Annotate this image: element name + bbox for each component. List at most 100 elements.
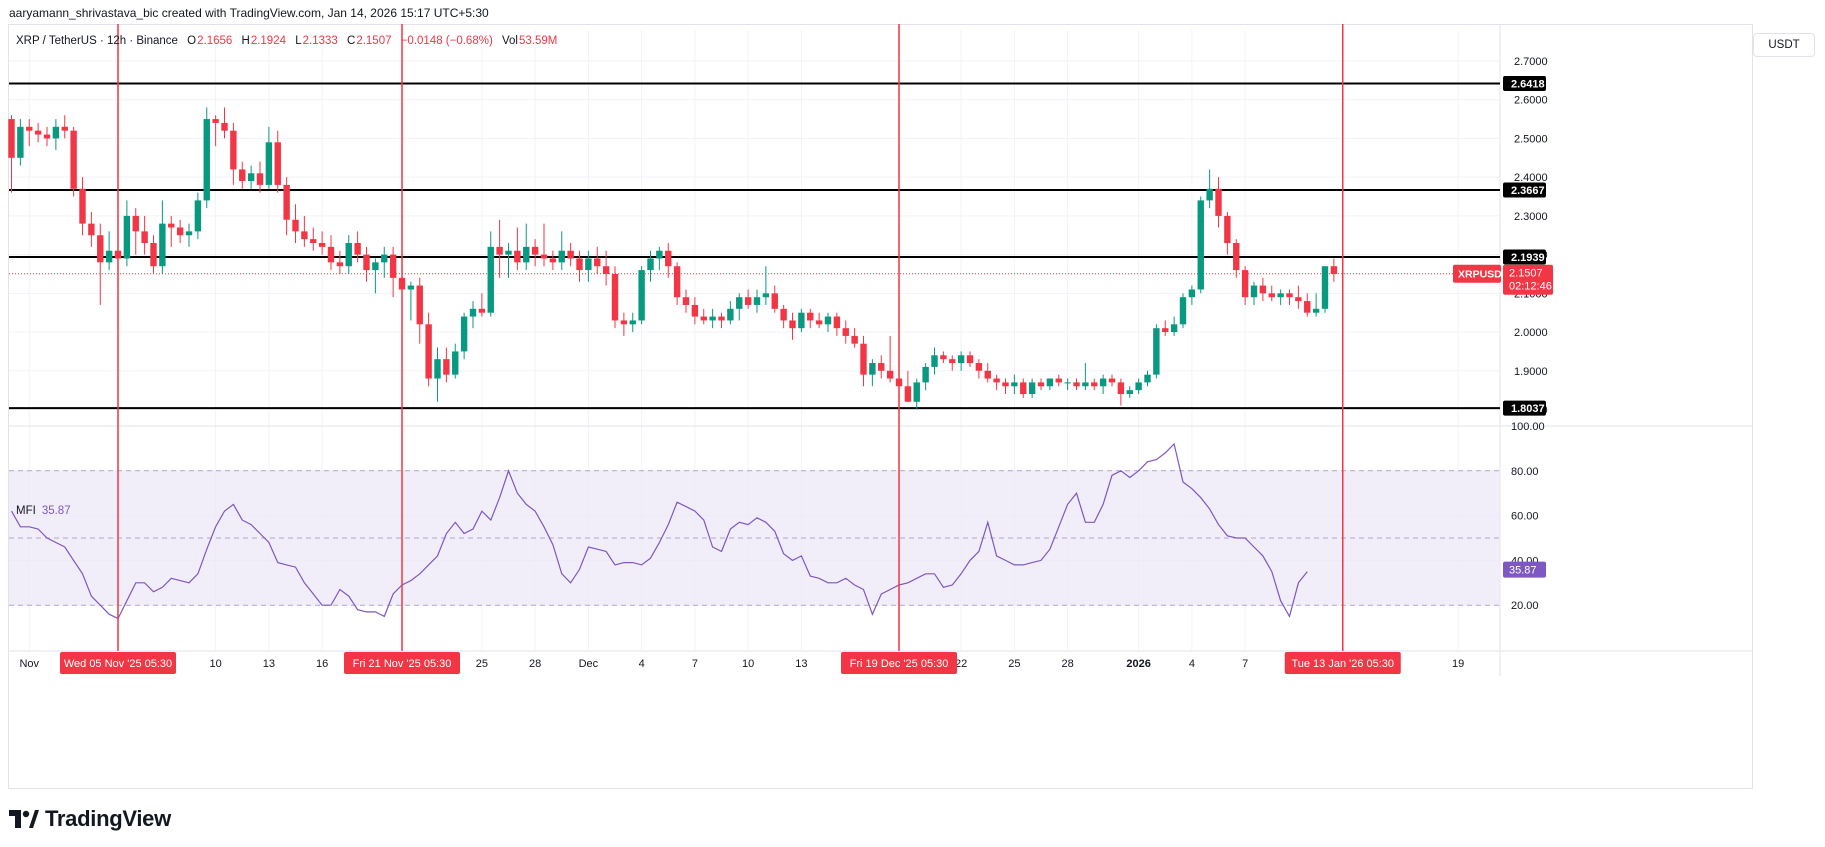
candle-body — [815, 320, 823, 325]
candle-body — [736, 297, 743, 309]
mfi-tick-label: 20.00 — [1511, 600, 1539, 612]
candle-body — [17, 126, 24, 158]
candle-body — [1188, 289, 1196, 298]
candle-body — [993, 378, 1000, 383]
candle-body — [1135, 382, 1142, 391]
time-tick-label: 16 — [316, 658, 328, 670]
mfi-current-bg — [1503, 561, 1546, 578]
low-label: L — [295, 35, 302, 47]
price-tick-label: 1.9000 — [1514, 366, 1548, 378]
mfi-tick-label: 60.00 — [1511, 511, 1539, 523]
candle-body — [256, 173, 264, 185]
tradingview-logo[interactable]: TradingView — [9, 806, 171, 832]
time-tick-label: 13 — [795, 658, 807, 670]
candle-body — [807, 312, 814, 321]
candle-body — [647, 258, 654, 271]
time-tick-label: 4 — [1189, 658, 1195, 670]
candle-body — [132, 215, 139, 232]
candle-body — [656, 250, 663, 259]
candle-body — [709, 316, 716, 321]
candle-body — [665, 250, 672, 267]
candle-body — [443, 359, 450, 375]
candle-body — [514, 250, 521, 263]
volume-value: 53.59M — [518, 35, 558, 47]
time-tick-label: 28 — [529, 658, 541, 670]
candle-body — [221, 122, 228, 131]
mfi-tick-label: 80.00 — [1511, 466, 1539, 478]
symbol-tag: XRPUSDT — [1458, 269, 1509, 281]
candle-body — [718, 316, 725, 321]
candle-body — [531, 246, 539, 255]
candle-body — [1233, 242, 1240, 271]
candle-body — [1215, 188, 1222, 216]
time-tick-label: Dec — [579, 658, 599, 670]
candle-body — [1020, 382, 1027, 395]
marker-date-bg — [1284, 652, 1401, 674]
mfi-plot — [10, 442, 1308, 620]
price-tick-label: 2.4000 — [1514, 172, 1548, 184]
level-label-bg — [1503, 400, 1546, 416]
time-tick-label: 22 — [955, 658, 967, 670]
candle-body — [744, 297, 752, 305]
close-label: C — [347, 35, 356, 47]
candle-body — [567, 250, 574, 259]
candle-body — [576, 258, 583, 271]
time-tick-label: 10 — [742, 658, 754, 670]
candle-body — [1268, 293, 1275, 298]
high-label: H — [241, 35, 250, 47]
candle-body — [602, 266, 610, 274]
current-price-label: 2.1507 — [1509, 268, 1543, 280]
candle-body — [1259, 285, 1267, 294]
candle-body — [682, 297, 690, 305]
candle-body — [372, 262, 379, 271]
candle-body — [389, 254, 397, 278]
marker-date-bg — [60, 652, 176, 674]
candle-body — [851, 335, 858, 344]
candle-body — [310, 239, 317, 243]
candle-body — [753, 297, 761, 305]
open-label: O — [187, 35, 197, 47]
mfi-current-label: 35.87 — [1509, 565, 1537, 577]
candle-body — [1330, 266, 1338, 274]
candle-body — [540, 254, 548, 259]
candle-body — [1197, 200, 1204, 290]
vertical-markers — [117, 24, 1344, 651]
countdown-label: 02:12:46 — [1509, 281, 1552, 293]
price-tick-label: 2.5000 — [1514, 133, 1548, 145]
currency-button[interactable]: USDT — [1753, 33, 1815, 57]
time-tick-label: 19 — [1452, 658, 1464, 670]
mfi-legend: MFI 35.87 — [16, 505, 71, 517]
high-value: 2.1924 — [250, 35, 286, 47]
candle-body — [1241, 270, 1249, 298]
current-price-bg — [1503, 264, 1553, 295]
candle-body — [247, 173, 255, 182]
candle-body — [283, 184, 290, 220]
candle-body — [150, 242, 157, 267]
time-tick-label: 2026 — [1126, 658, 1150, 670]
level-label-bg — [1503, 182, 1546, 198]
marker-date-label: Fri 19 Dec '25 05:30 — [850, 658, 949, 670]
candle-body — [1099, 378, 1107, 387]
candle-body — [452, 351, 459, 375]
price-tick-label: 2.6000 — [1514, 95, 1548, 107]
candle-body — [922, 366, 929, 383]
candle-body — [1055, 378, 1062, 383]
candle-body — [523, 246, 530, 263]
close-value: 2.1507 — [356, 35, 392, 47]
time-tick-label: 25 — [476, 658, 488, 670]
candle-body — [1312, 308, 1320, 313]
candle-body — [1064, 382, 1071, 384]
symbol-legend: XRP / TetherUS · 12h · Binance O2.1656 H… — [16, 35, 563, 47]
candle-body — [176, 227, 184, 236]
low-value: 2.1333 — [302, 35, 338, 47]
mfi-line — [10, 442, 1308, 620]
candle-body — [957, 355, 965, 364]
candle-body — [407, 285, 415, 290]
time-tick-label: Nov — [19, 658, 39, 670]
time-tick-label: 25 — [1008, 658, 1020, 670]
candle-body — [70, 130, 77, 189]
candle-body — [274, 142, 281, 185]
candle-body — [940, 355, 947, 360]
candle-body — [931, 355, 938, 367]
